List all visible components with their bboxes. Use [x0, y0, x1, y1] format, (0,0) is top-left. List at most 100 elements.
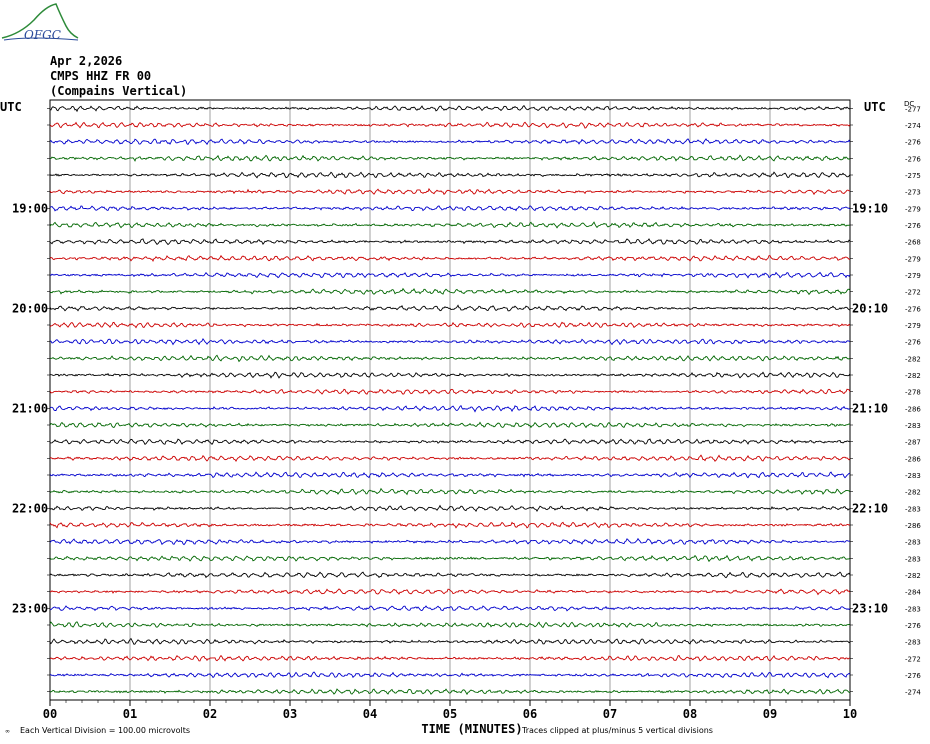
clip-note: Traces clipped at plus/minus 5 vertical … — [522, 726, 713, 735]
dc-offset-label: -282 — [905, 489, 921, 497]
dc-offset-label: -276 — [905, 222, 921, 230]
station-code: CMPS HHZ FR 00 — [50, 69, 152, 83]
trace-line — [49, 154, 851, 162]
dc-offset-label: -282 — [905, 355, 921, 363]
trace-line — [49, 321, 851, 329]
station-location: (Compains Vertical) — [50, 84, 188, 98]
dc-offset-label: -282 — [905, 572, 921, 580]
trace-line — [49, 287, 851, 296]
trace-line — [49, 637, 851, 645]
dc-offset-label: -276 — [905, 305, 921, 313]
trace-line — [49, 621, 851, 629]
dc-offset-label: -277 — [905, 105, 921, 113]
trace-line — [49, 254, 851, 262]
trace-line — [49, 104, 851, 113]
trace-line — [49, 537, 851, 546]
trace-line — [49, 438, 851, 446]
right-hour-label: 19:10 — [852, 201, 888, 215]
right-hour-label: 22:10 — [852, 501, 888, 515]
division-note: Each Vertical Division = 100.00 microvol… — [20, 726, 191, 735]
dc-offset-label: -276 — [905, 622, 921, 630]
left-axis-label: UTC — [0, 100, 22, 114]
trace-line — [49, 571, 851, 579]
x-tick-label: 08 — [683, 707, 697, 721]
trace-line — [49, 371, 851, 379]
trace-line — [49, 171, 851, 179]
trace-line — [49, 187, 851, 196]
right-hour-label: 23:10 — [852, 601, 888, 615]
dc-offset-label: -283 — [905, 422, 921, 430]
dc-offset-label: -274 — [905, 689, 921, 697]
x-tick-label: 09 — [763, 707, 777, 721]
dc-offset-label: -283 — [905, 472, 921, 480]
x-tick-label: 02 — [203, 707, 217, 721]
dc-offset-label: -272 — [905, 289, 921, 297]
trace-line — [49, 138, 851, 146]
x-tick-label: 01 — [123, 707, 137, 721]
left-hour-label: 20:00 — [12, 301, 48, 315]
dc-offset-label: -268 — [905, 239, 921, 247]
dc-offset-label: -283 — [905, 605, 921, 613]
logo-mountain-icon — [1, 3, 79, 41]
x-tick-label: 07 — [603, 707, 617, 721]
x-tick-label: 04 — [363, 707, 377, 721]
dc-offset-label: -273 — [905, 189, 921, 197]
trace-line — [49, 205, 851, 212]
dc-offset-label: -286 — [905, 455, 921, 463]
right-axis-label: UTC — [864, 100, 886, 114]
x-tick-label: 10 — [843, 707, 857, 721]
trace-line — [49, 671, 851, 679]
dc-offset-label: -282 — [905, 372, 921, 380]
dc-offset-label: -274 — [905, 122, 921, 130]
trace-line — [49, 421, 851, 429]
trace-line — [49, 521, 851, 529]
trace-line — [49, 688, 851, 696]
x-axis-label: TIME (MINUTES) — [421, 722, 522, 736]
trace-line — [49, 271, 851, 279]
dc-offset-label: -276 — [905, 672, 921, 680]
dc-offset-label: -283 — [905, 505, 921, 513]
x-tick-label: 00 — [43, 707, 57, 721]
dc-offset-label: -283 — [905, 539, 921, 547]
dc-offset-label: -279 — [905, 272, 921, 280]
dc-offset-label: -286 — [905, 405, 921, 413]
trace-line — [49, 605, 851, 612]
trace-line — [49, 504, 851, 513]
dc-label: DC — [904, 100, 914, 108]
dc-offset-label: -278 — [905, 389, 921, 397]
trace-line — [49, 654, 851, 662]
x-tick-label: 05 — [443, 707, 457, 721]
trace-line — [49, 121, 851, 129]
dc-offset-label: -283 — [905, 555, 921, 563]
dc-offset-label: -276 — [905, 339, 921, 347]
trace-line — [49, 354, 851, 363]
footer-mark: ∞ — [5, 728, 10, 735]
dc-offset-label: -272 — [905, 655, 921, 663]
dc-offset-label: -276 — [905, 139, 921, 147]
left-hour-label: 19:00 — [12, 201, 48, 215]
dc-offset-label: -275 — [905, 172, 921, 180]
dc-offset-label: -279 — [905, 205, 921, 213]
left-hour-label: 23:00 — [12, 601, 48, 615]
trace-line — [49, 487, 851, 496]
dc-offset-label: -279 — [905, 255, 921, 263]
trace-line — [49, 221, 851, 229]
trace-line — [49, 405, 851, 413]
dc-offset-label: -279 — [905, 322, 921, 330]
trace-line — [49, 471, 851, 479]
trace-line — [49, 304, 851, 312]
right-hour-label: 21:10 — [852, 401, 888, 415]
trace-line — [49, 388, 851, 395]
x-tick-label: 06 — [523, 707, 537, 721]
left-hour-label: 21:00 — [12, 401, 48, 415]
dc-offset-label: -276 — [905, 155, 921, 163]
trace-line — [49, 238, 851, 246]
dc-offset-label: -286 — [905, 522, 921, 530]
dc-offset-label: -284 — [905, 589, 921, 597]
dc-offset-label: -283 — [905, 639, 921, 647]
dc-offset-label: -287 — [905, 439, 921, 447]
left-hour-label: 22:00 — [12, 501, 48, 515]
x-tick-label: 03 — [283, 707, 297, 721]
trace-line — [49, 338, 851, 346]
